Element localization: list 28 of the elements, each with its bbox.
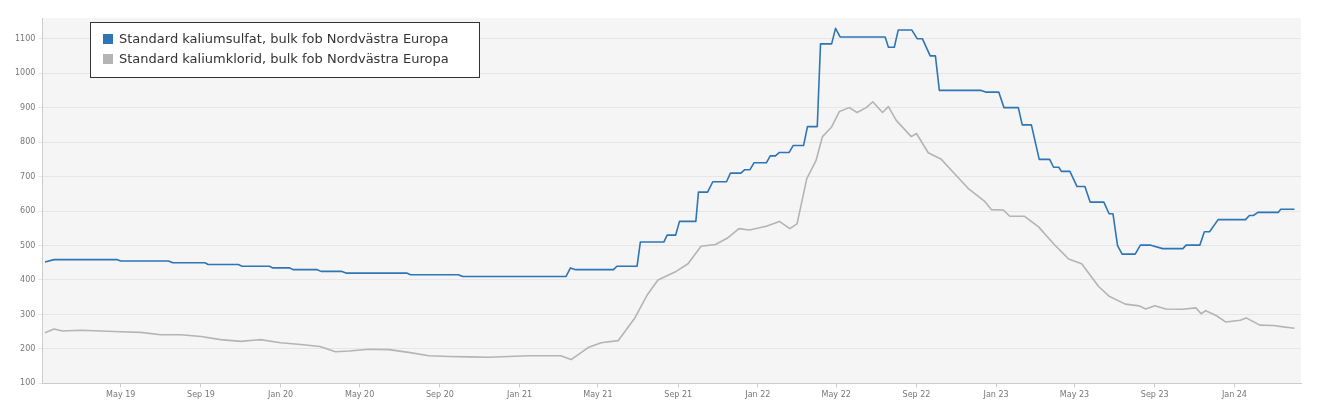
legend-label: Standard kaliumklorid, bulk fob Nordvästra Europa: [119, 50, 449, 68]
x-tick-label: Sep 20: [426, 390, 454, 400]
x-tick-label: Jan 22: [744, 390, 771, 400]
x-tick-label: May 23: [1059, 390, 1090, 400]
x-tick-label: Jan 24: [1220, 390, 1247, 400]
x-tick-label: May 20: [345, 390, 375, 400]
y-tick-label: 400: [20, 275, 36, 285]
x-tick-label: Sep 21: [664, 390, 693, 400]
y-tick-label: 300: [20, 309, 36, 319]
x-tick-label: Sep 19: [187, 390, 215, 400]
x-tick-label: Sep 22: [902, 390, 931, 400]
x-tick-label: May 22: [821, 390, 851, 400]
y-tick-label: 700: [20, 171, 36, 181]
y-tick-label: 600: [20, 206, 36, 216]
y-tick-label: 900: [20, 102, 36, 112]
x-tick-label: Sep 23: [1140, 390, 1169, 400]
x-tick-label: Jan 21: [506, 390, 533, 400]
y-tick-label: 1000: [15, 68, 36, 78]
y-tick-label: 1100: [15, 33, 36, 43]
y-tick-label: 800: [20, 137, 36, 147]
legend-label: Standard kaliumsulfat, bulk fob Nordvästra Europa: [119, 30, 449, 48]
x-tick-label: Jan 23: [982, 390, 1009, 400]
y-tick-label: 100: [20, 378, 36, 388]
x-tick-label: May 21: [583, 390, 613, 400]
x-tick-label: May 19: [106, 390, 136, 400]
y-tick-label: 500: [20, 240, 36, 250]
y-tick-label: 200: [20, 344, 36, 354]
x-tick-label: Jan 20: [267, 390, 294, 400]
